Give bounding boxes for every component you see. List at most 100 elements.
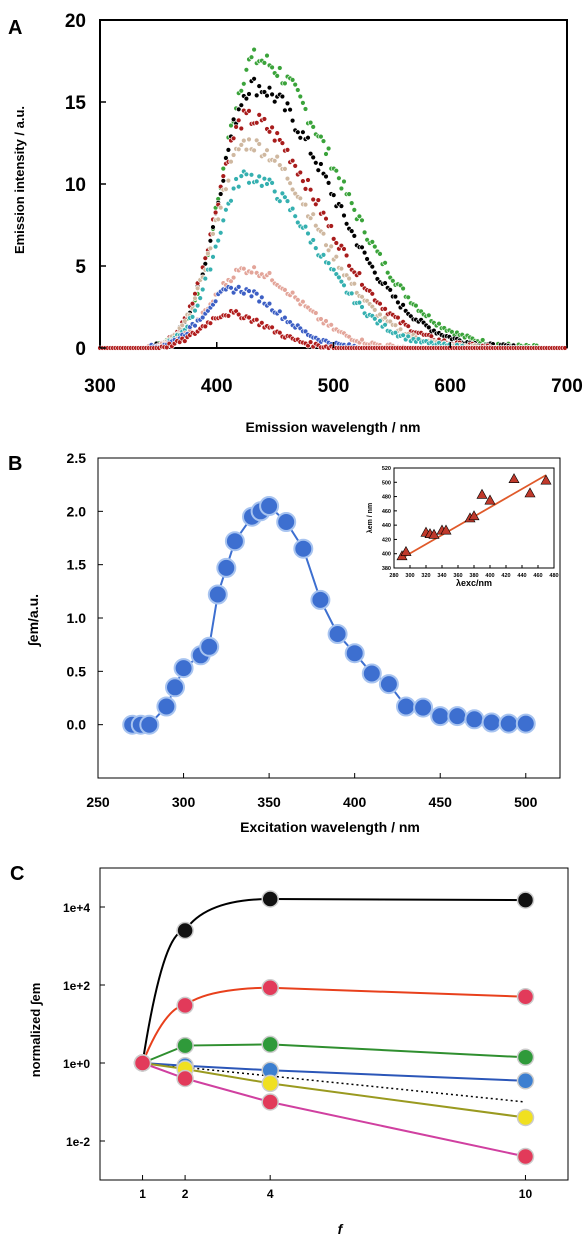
chart-a-point [224, 207, 229, 212]
chart-a-point [329, 224, 334, 229]
inset-ytick-label: 520 [382, 466, 391, 472]
chart-c-frame [100, 868, 568, 1180]
chart-a-point [324, 319, 329, 324]
chart-a-ytick-label: 0 [75, 339, 86, 360]
chart-a-point [383, 322, 388, 327]
chart-c-point [177, 923, 193, 939]
chart-a-series-2 [98, 108, 568, 350]
chart-a-point [326, 146, 331, 151]
chart-a-point [241, 138, 246, 143]
chart-a-point [293, 214, 298, 219]
chart-b-xtick-label: 400 [343, 794, 367, 810]
chart-a-point [239, 103, 244, 108]
inset-ytick-label: 420 [382, 537, 391, 543]
chart-a-point [247, 137, 252, 142]
inset-xtick-label: 340 [437, 573, 446, 579]
chart-c-point [262, 980, 278, 996]
chart-a-series-0 [98, 47, 568, 350]
chart-a-series-1 [98, 76, 568, 350]
chart-a-point [372, 308, 377, 313]
chart-a-point [216, 217, 221, 222]
chart-b-point [414, 699, 432, 717]
chart-a-point [221, 218, 226, 223]
chart-a-point [254, 179, 259, 184]
chart-a-point [357, 300, 362, 305]
chart-a-point [295, 88, 300, 93]
chart-a-point [349, 201, 354, 206]
chart-a-point [321, 231, 326, 236]
chart-a-point [270, 181, 275, 186]
chart-a-point [229, 159, 234, 164]
chart-a-point [329, 244, 334, 249]
chart-a-point [236, 147, 241, 152]
chart-c-ylabel: normalized ∫em [28, 983, 43, 1078]
chart-a-point [316, 168, 321, 173]
chart-a-point [406, 334, 411, 339]
chart-a-point [290, 158, 295, 163]
chart-a-point [365, 257, 370, 262]
chart-a-point [342, 283, 347, 288]
chart-a-point [308, 340, 313, 345]
chart-c-point [262, 1094, 278, 1110]
chart-a-point [308, 187, 313, 192]
chart-a-point [211, 255, 216, 260]
chart-a-point [252, 47, 257, 52]
chart-b-point [397, 698, 415, 716]
chart-a-point [252, 148, 257, 153]
chart-c-line [143, 1063, 526, 1118]
chart-a-point [334, 241, 339, 246]
chart-a-point [270, 325, 275, 330]
chart-a-point [262, 176, 267, 181]
chart-a-point [236, 285, 241, 290]
chart-a-point [437, 321, 442, 326]
chart-a-point [306, 178, 311, 183]
chart-a-point [229, 198, 234, 203]
chart-a-point [311, 155, 316, 160]
chart-c-point [177, 1071, 193, 1087]
chart-a-point [247, 92, 252, 97]
chart-a-point [385, 270, 390, 275]
chart-a-point [303, 187, 308, 192]
chart-a-point [283, 167, 288, 172]
chart-a-point [203, 276, 208, 281]
chart-a-point [272, 99, 277, 104]
chart-a-point [280, 94, 285, 99]
chart-b-point [363, 665, 381, 683]
chart-a-point [339, 204, 344, 209]
chart-a-point [311, 197, 316, 202]
chart-a-point [396, 300, 401, 305]
chart-c-xtick-label: 1 [139, 1187, 146, 1201]
chart-a-point [298, 170, 303, 175]
chart-a-point [249, 55, 254, 60]
chart-a-point [352, 208, 357, 213]
chart-c-line [143, 1044, 526, 1063]
chart-b-ytick-label: 1.0 [67, 610, 87, 626]
chart-c-xtick-label: 4 [267, 1187, 274, 1201]
chart-a-point [288, 181, 293, 186]
chart-a-point [396, 315, 401, 320]
chart-a-xtick-label: 600 [434, 376, 466, 397]
chart-a-ytick-label: 10 [65, 175, 86, 196]
chart-a-point [259, 295, 264, 300]
chart-b-ylabel: ∫em/a.u. [25, 594, 42, 647]
chart-c-point [518, 1149, 534, 1165]
chart-a-point [247, 289, 252, 294]
chart-c-series-3 [135, 1055, 534, 1089]
chart-a-point [319, 134, 324, 139]
chart-a-point [272, 138, 277, 143]
chart-a-point [249, 270, 254, 275]
chart-a-point [270, 92, 275, 97]
chart-a-point [200, 287, 205, 292]
chart-c-point [262, 891, 278, 907]
chart-b-point [329, 625, 347, 643]
chart-a-point [252, 76, 257, 81]
chart-a-point [265, 148, 270, 153]
chart-a-point [383, 281, 388, 286]
chart-c-xtick-label: 2 [182, 1187, 189, 1201]
chart-a-point [241, 81, 246, 86]
chart-a-point [285, 176, 290, 181]
chart-a-point [306, 135, 311, 140]
chart-a-point [208, 246, 213, 251]
chart-a-point [236, 118, 241, 123]
